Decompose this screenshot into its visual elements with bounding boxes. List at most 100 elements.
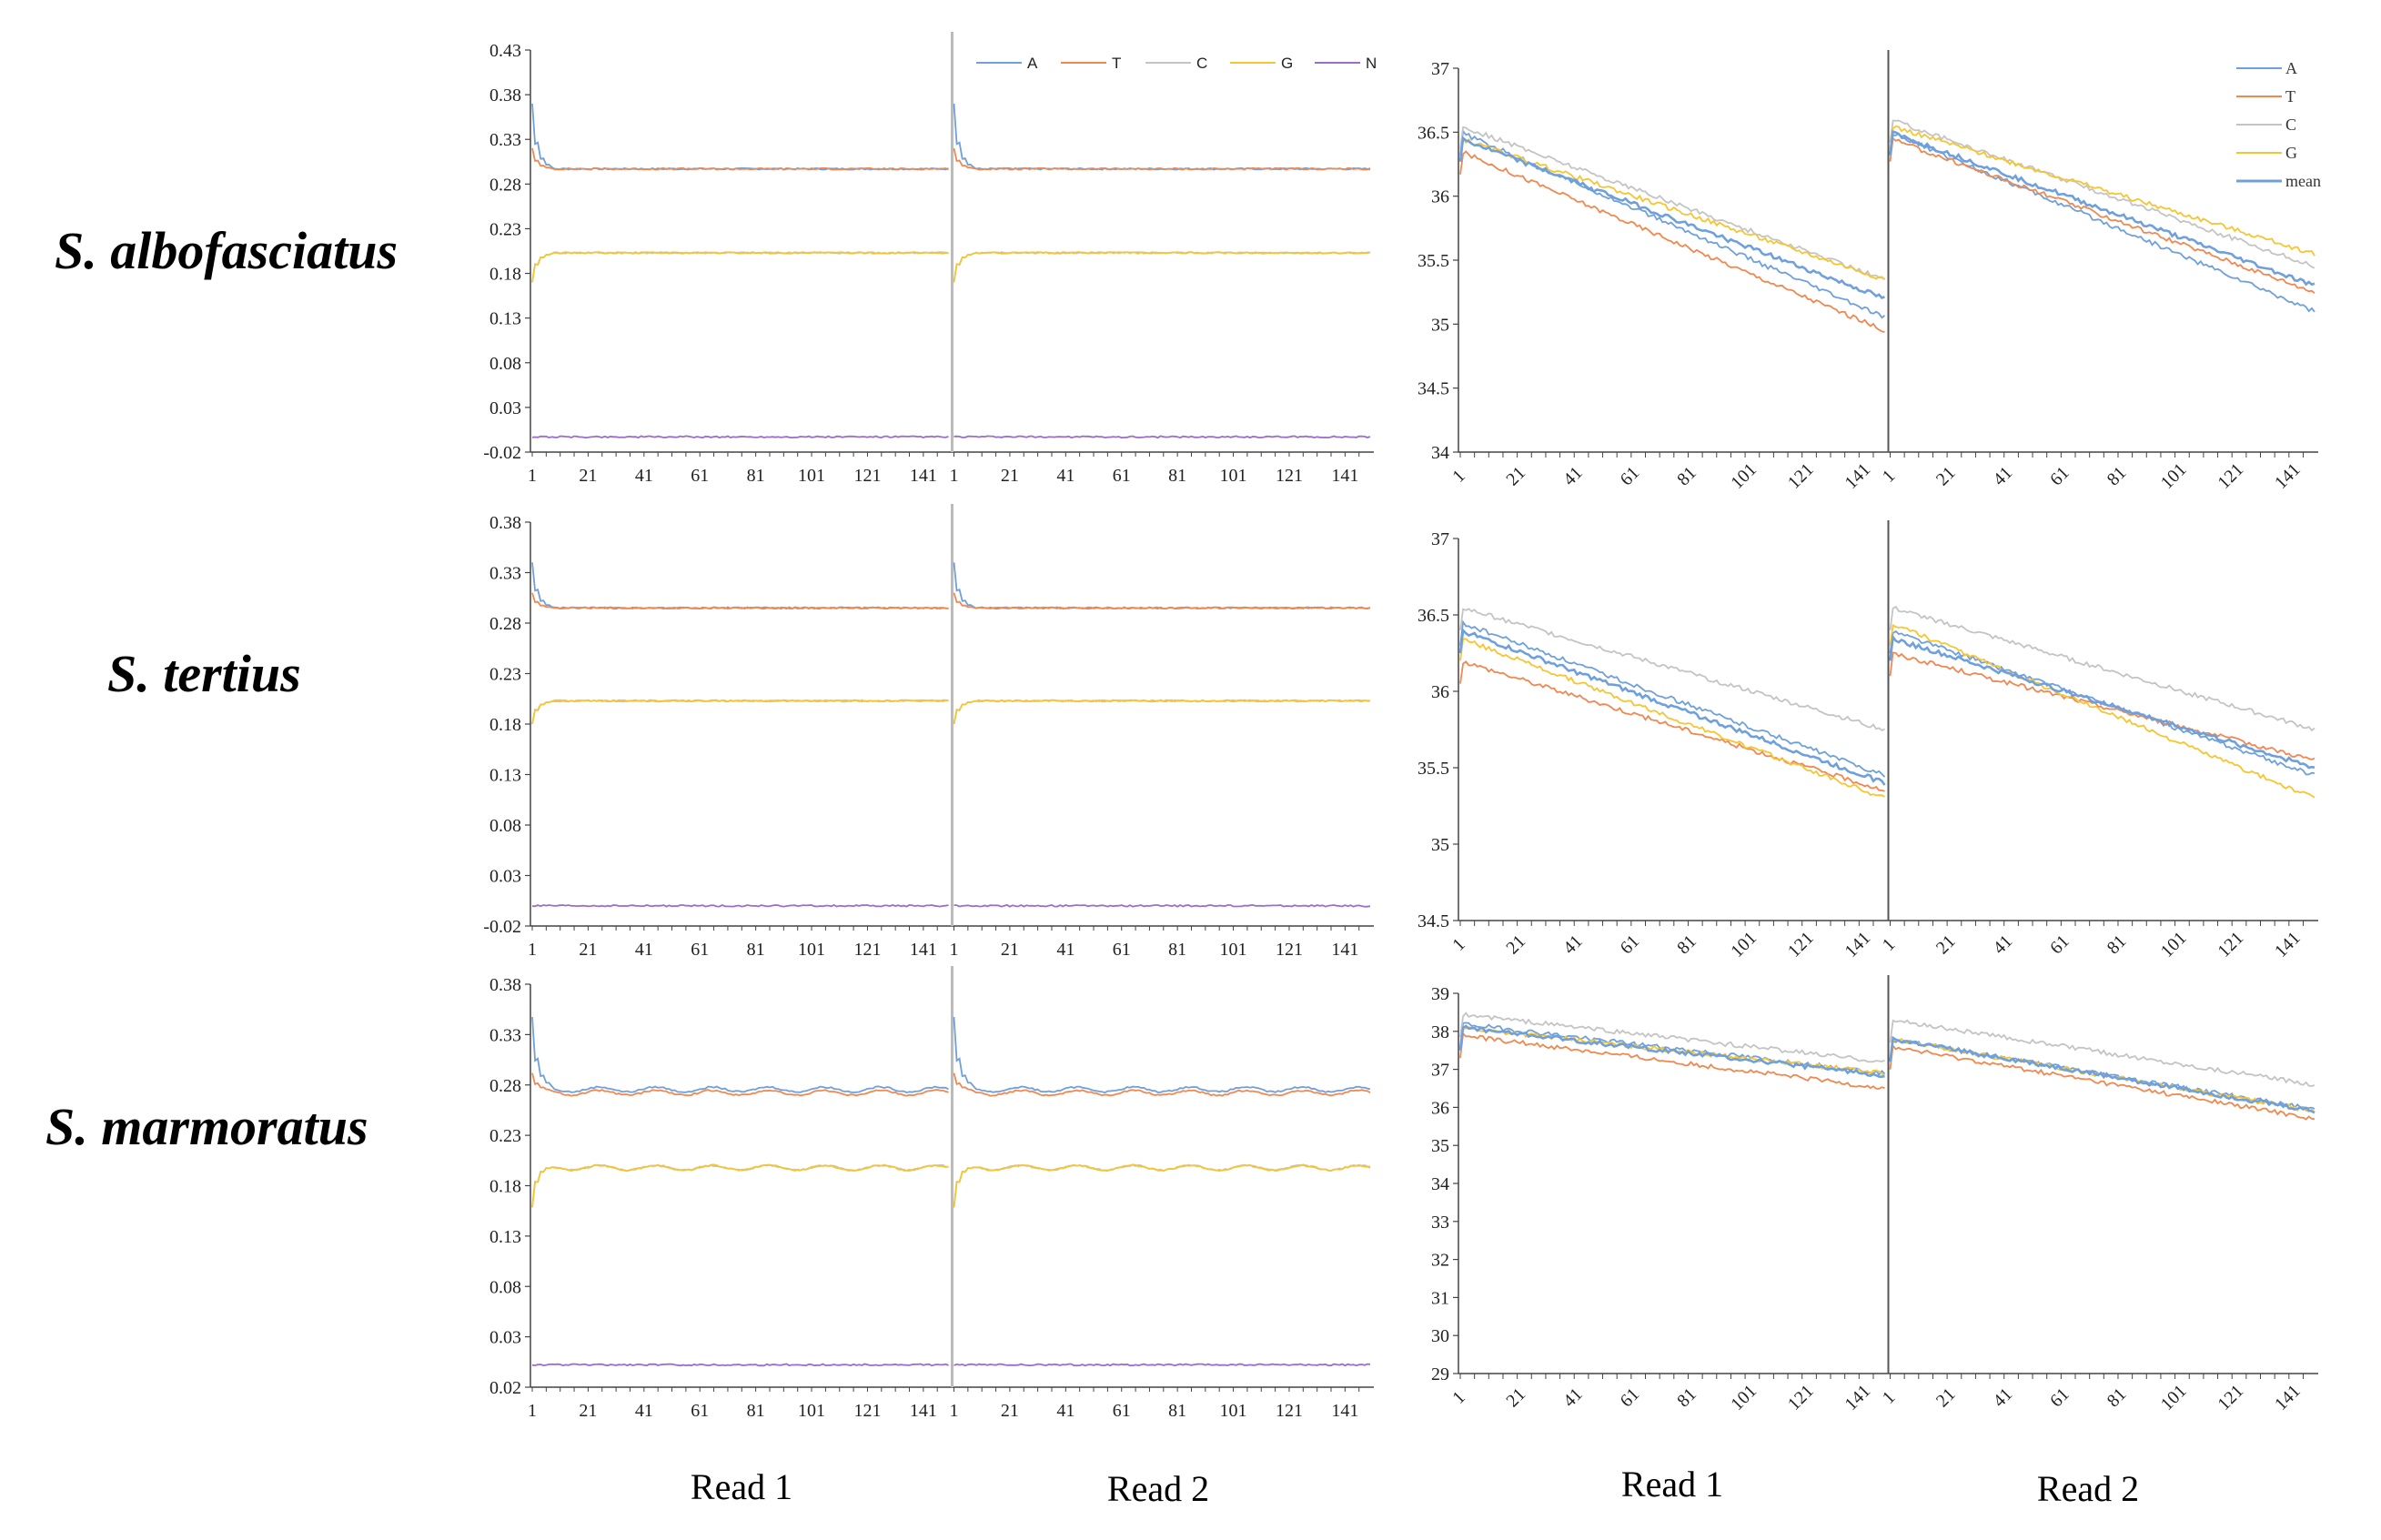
y-tick-label: 30: [1431, 1326, 1449, 1346]
x-tick-label: 81: [1168, 466, 1186, 486]
series-line-c-read1: [531, 251, 949, 283]
x-tick-label: 81: [2104, 463, 2131, 490]
y-tick-label: 34: [1431, 1174, 1449, 1194]
series-line-g-read1: [531, 1163, 949, 1208]
series-line-a-read1: [531, 103, 949, 171]
x-tick-label: 61: [1617, 463, 1644, 490]
y-tick-label: 34.5: [1418, 379, 1449, 399]
read-label-right-read2: Read 2: [2037, 1468, 2139, 1509]
x-tick-label: 1: [1448, 934, 1469, 955]
x-tick-label: 41: [635, 940, 653, 960]
x-tick-label: 1: [1879, 1387, 1900, 1408]
x-tick-label: 101: [798, 940, 825, 960]
y-tick-label: 31: [1431, 1288, 1449, 1308]
x-tick-label: 141: [1841, 928, 1875, 961]
x-tick-label: 1: [1448, 466, 1469, 487]
x-tick-label: 21: [579, 466, 597, 486]
x-tick-label: 101: [798, 466, 825, 486]
series-line-g-read1: [531, 699, 949, 725]
x-tick-label: 1: [528, 1401, 537, 1421]
x-tick-label: 61: [691, 1401, 709, 1421]
series-line-a-read2: [953, 562, 1371, 610]
x-tick-label: 61: [1113, 466, 1131, 486]
x-tick-label: 121: [1784, 459, 1818, 493]
y-tick-label: 0.38: [489, 513, 521, 533]
series-line-g-read2: [953, 1163, 1371, 1208]
series-line-g-read2: [953, 699, 1370, 725]
legend-label-t: T: [1112, 55, 1121, 72]
x-tick-label: 21: [579, 1401, 597, 1421]
series-line-t-read2: [953, 1072, 1371, 1097]
x-tick-label: 81: [2104, 931, 2131, 959]
series-line-n-read1: [532, 903, 949, 908]
x-tick-label: 141: [1331, 466, 1358, 486]
series-line-c-read2: [1889, 1019, 2315, 1087]
x-tick-label: 81: [1168, 940, 1186, 960]
x-tick-label: 121: [2214, 1381, 2247, 1414]
y-tick-label: 0.03: [489, 398, 521, 418]
legend-label-g: G: [2285, 144, 2297, 162]
legend-label-c: C: [2285, 116, 2296, 134]
y-tick-label: 35: [1431, 315, 1449, 335]
chart-r2-base-composition: 0.380.330.280.230.180.130.080.03-0.021 21…: [483, 504, 1374, 960]
series-line-c-read1: [1459, 1012, 1885, 1063]
x-tick-label: 121: [853, 1401, 881, 1421]
series-line-t-read1: [1459, 1032, 1885, 1090]
x-tick-label: 61: [1113, 1401, 1131, 1421]
legend-label-c: C: [1196, 55, 1207, 72]
x-tick-label: 121: [1784, 928, 1818, 961]
x-tick-label: 81: [1168, 1401, 1186, 1421]
series-line-mean-read2: [1889, 1035, 2315, 1114]
x-tick-label: 21: [1001, 940, 1019, 960]
series-line-mean-read1: [1458, 136, 1885, 300]
series-line-g-read1: [1459, 136, 1885, 280]
x-tick-label: 41: [1559, 463, 1587, 490]
y-tick-label: 0.13: [489, 766, 521, 786]
y-tick-label: 0.43: [489, 41, 521, 61]
y-tick-label: 0.08: [489, 1277, 521, 1297]
x-tick-label: 101: [2157, 459, 2191, 493]
series-line-c-read1: [1459, 126, 1886, 281]
x-tick-label: 61: [2046, 463, 2073, 490]
x-tick-label: 101: [1220, 940, 1247, 960]
x-tick-label: 81: [747, 466, 765, 486]
series-line-g-read1: [531, 251, 949, 283]
y-tick-label: 0.18: [489, 1177, 521, 1197]
series-line-n-read2: [953, 1363, 1371, 1367]
x-tick-label: 121: [853, 466, 881, 486]
x-tick-label: 101: [798, 1401, 825, 1421]
series-line-a-read2: [953, 1017, 1371, 1094]
x-tick-label: 1: [528, 466, 537, 486]
x-tick-label: 141: [910, 940, 937, 960]
y-tick-label: 37: [1431, 1061, 1449, 1081]
series-line-g-read2: [953, 251, 1371, 283]
y-tick-label: 0.13: [489, 1227, 521, 1247]
x-tick-label: 1: [950, 940, 959, 960]
x-tick-label: 101: [1220, 466, 1247, 486]
species-label-albofasciatus: S. albofasciatus: [55, 221, 398, 280]
x-tick-label: 81: [747, 940, 765, 960]
x-tick-label: 121: [1784, 1381, 1818, 1414]
series-line-g-read2: [1889, 125, 2315, 257]
series-line-a-read2: [1889, 132, 2315, 313]
x-tick-label: 61: [1113, 940, 1131, 960]
series-line-t-read1: [1459, 150, 1885, 333]
series-line-n-read2: [953, 903, 1371, 908]
x-tick-label: 101: [1727, 1381, 1761, 1414]
y-tick-label: 34: [1431, 443, 1449, 463]
y-tick-label: 36: [1431, 187, 1449, 207]
read-label-left-read2: Read 2: [1107, 1468, 1209, 1509]
x-tick-label: 121: [1276, 1401, 1303, 1421]
y-tick-label: 0.23: [489, 219, 521, 239]
series-line-n-read1: [531, 435, 949, 439]
series-line-t-read1: [531, 592, 949, 610]
x-tick-label: 101: [2157, 1381, 2191, 1414]
series-line-t-read1: [531, 147, 949, 171]
x-tick-label: 141: [1841, 1381, 1875, 1414]
series-line-g-read2: [1889, 624, 2315, 799]
series-line-mean-read1: [1458, 628, 1886, 786]
series-line-c-read2: [1889, 605, 2315, 732]
y-tick-label: 0.33: [489, 130, 521, 150]
